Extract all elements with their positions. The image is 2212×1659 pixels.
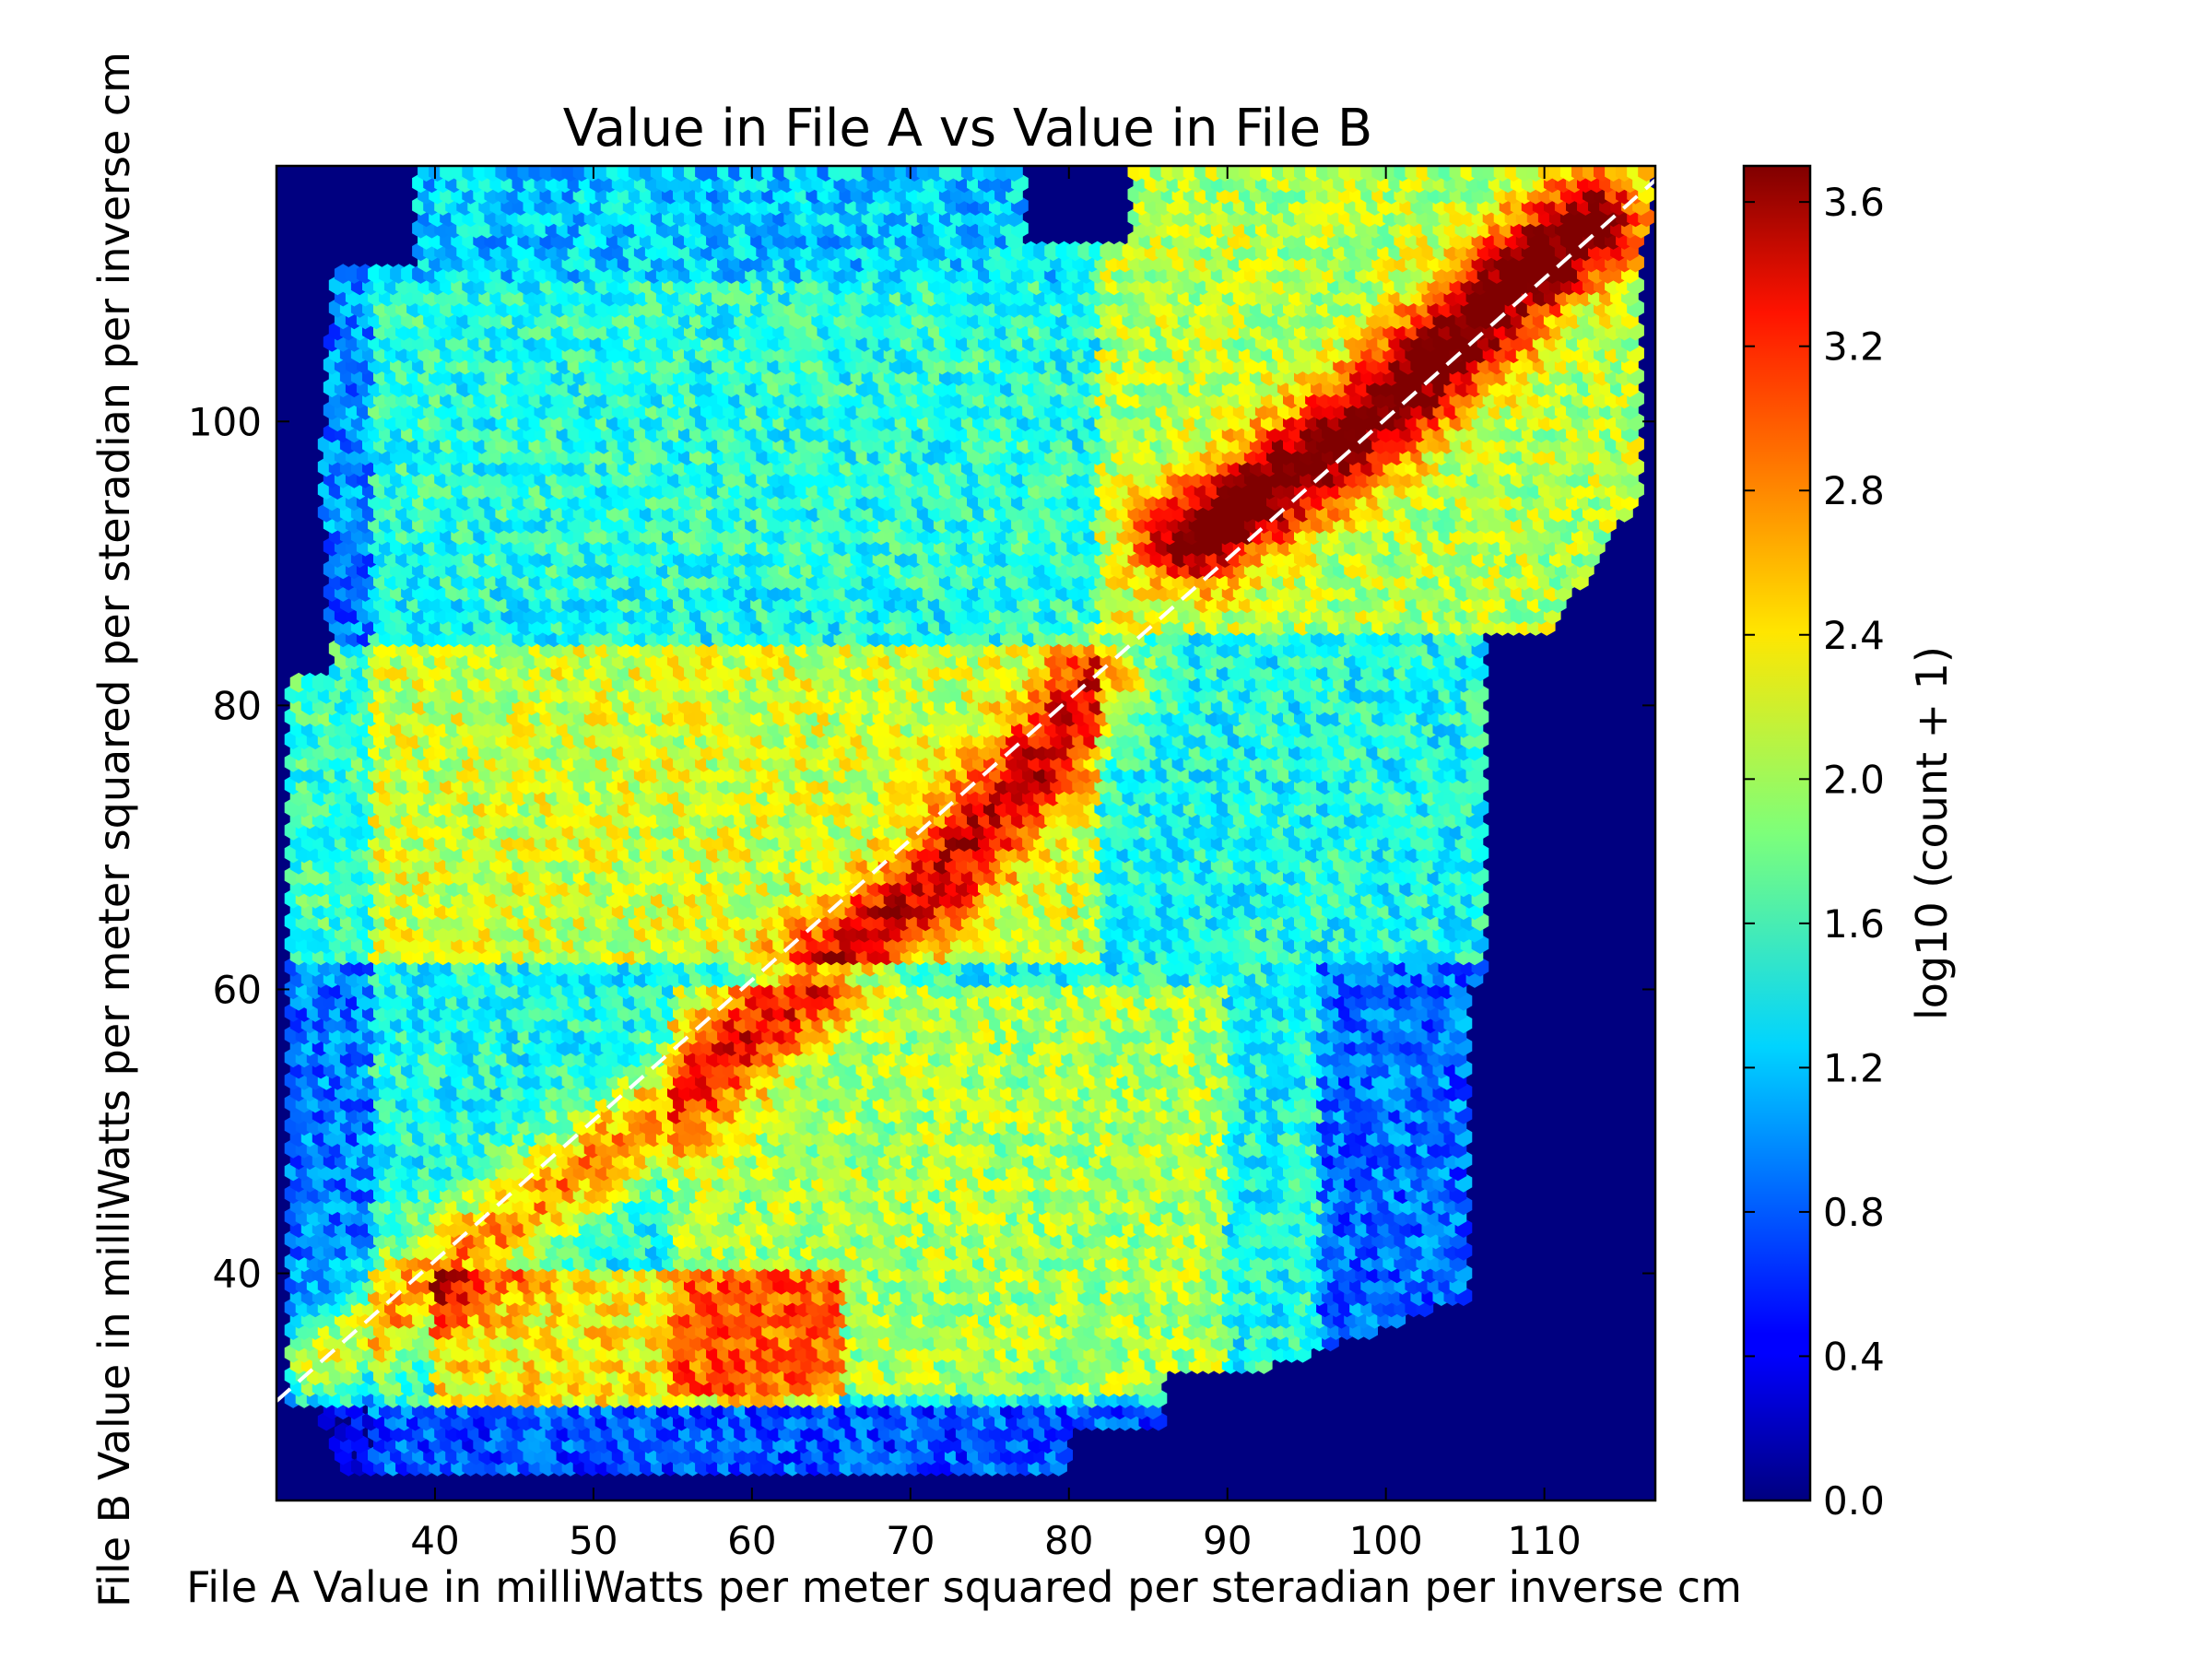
hexbin-cells — [284, 166, 1655, 1477]
chart-title: Value in File A vs Value in File B — [563, 99, 1373, 159]
